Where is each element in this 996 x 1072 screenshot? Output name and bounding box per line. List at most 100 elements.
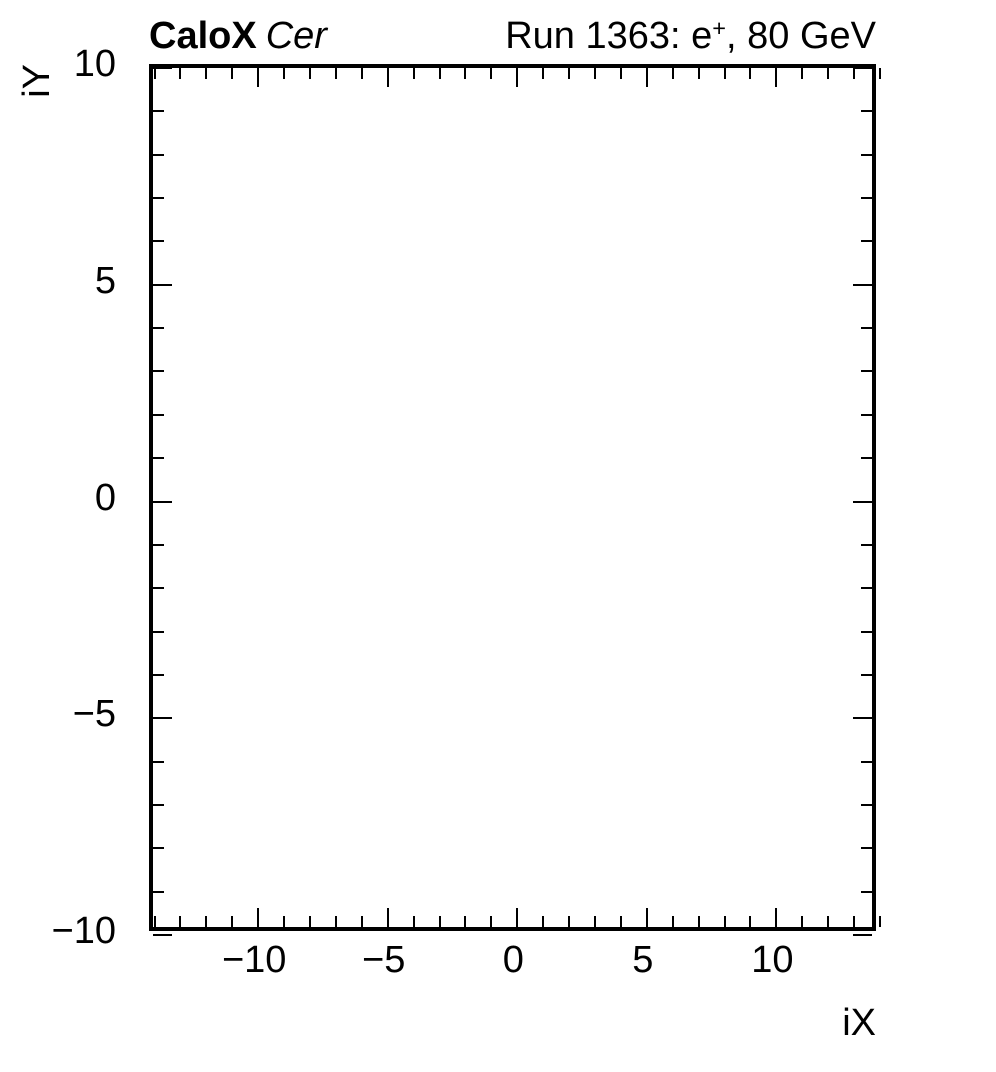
y-axis-tick xyxy=(853,717,872,720)
y-tick-label: 5 xyxy=(94,259,116,302)
x-axis-tick xyxy=(179,916,182,927)
run-info-prefix: Run 1363: e xyxy=(505,15,713,57)
y-axis-tick xyxy=(861,413,872,416)
x-axis-tick xyxy=(283,916,286,927)
y-axis-tick xyxy=(853,283,872,286)
x-axis-tick xyxy=(360,916,363,927)
x-axis-tick xyxy=(386,908,389,927)
x-axis-tick xyxy=(490,916,493,927)
y-axis-tick xyxy=(153,153,164,156)
y-tick-label: −10 xyxy=(51,910,116,952)
x-tick-label: 0 xyxy=(502,939,524,981)
x-tick-label: 10 xyxy=(751,939,794,981)
y-axis-tick xyxy=(861,153,872,156)
x-axis-tick xyxy=(645,908,648,927)
y-axis-tick xyxy=(861,890,872,893)
y-axis-tick xyxy=(153,67,172,69)
x-axis-tick xyxy=(438,916,441,927)
y-axis-tick xyxy=(153,803,164,806)
x-axis-tick xyxy=(697,916,700,927)
y-axis-tick xyxy=(153,283,172,286)
y-axis-tick xyxy=(861,587,872,590)
x-axis-title: iX xyxy=(842,1002,876,1044)
x-axis-tick xyxy=(309,68,311,79)
x-axis-tick xyxy=(231,68,234,79)
y-axis-tick xyxy=(153,717,172,720)
x-axis-tick xyxy=(542,916,545,927)
x-axis-tick xyxy=(568,916,571,927)
x-tick-label: 5 xyxy=(632,939,654,981)
y-axis-tick xyxy=(153,370,164,373)
plot-title: CaloX Cer xyxy=(149,14,327,58)
y-axis-tick xyxy=(153,673,164,676)
x-axis-tick xyxy=(231,916,234,927)
plot-data-area xyxy=(153,68,872,927)
y-axis-tick xyxy=(861,803,872,806)
y-axis-tick xyxy=(861,110,872,113)
y-axis-tick xyxy=(861,630,872,633)
y-axis-tick xyxy=(853,934,872,936)
y-axis-tick xyxy=(153,630,164,633)
x-axis-tick xyxy=(334,916,337,927)
x-axis-tick xyxy=(412,916,415,927)
x-axis-tick xyxy=(283,68,286,79)
x-axis-tick xyxy=(542,68,545,79)
y-axis-tick xyxy=(861,197,872,200)
x-axis-tick xyxy=(645,68,648,87)
x-axis-tick xyxy=(153,916,156,927)
y-axis-tick xyxy=(861,673,872,676)
y-tick-label: 0 xyxy=(94,476,116,519)
y-axis-tick xyxy=(153,847,164,850)
x-axis-tick xyxy=(697,68,700,79)
x-tick-label: −10 xyxy=(221,939,287,981)
x-axis-tick xyxy=(775,908,778,927)
y-axis-tick xyxy=(153,543,164,546)
x-axis-tick xyxy=(801,68,804,79)
y-axis-tick xyxy=(153,587,164,590)
x-axis-tick xyxy=(619,68,622,79)
x-axis-tick xyxy=(257,908,260,927)
x-axis-tick xyxy=(386,68,389,87)
y-axis-tick xyxy=(861,543,872,546)
x-axis-tick xyxy=(827,68,830,79)
x-axis-tick xyxy=(853,916,856,927)
y-axis-tick xyxy=(153,890,164,893)
y-axis-tick xyxy=(153,413,164,416)
run-info-label: Run 1363: e+, 80 GeV xyxy=(505,14,876,58)
run-info-suffix: , 80 GeV xyxy=(726,15,876,57)
x-axis-tick xyxy=(438,68,441,79)
plot-frame xyxy=(149,64,881,936)
y-axis-tick xyxy=(153,934,172,936)
y-tick-label: 10 xyxy=(73,43,116,85)
x-axis-tick xyxy=(205,68,208,79)
y-tick-label: −5 xyxy=(72,693,116,736)
y-axis-tick xyxy=(153,500,172,503)
x-axis-tick xyxy=(827,916,830,927)
x-axis-tick xyxy=(334,68,337,79)
y-axis-tick xyxy=(861,240,872,243)
y-axis-title: iY xyxy=(16,64,58,98)
y-axis-tick xyxy=(861,760,872,763)
x-axis-tick xyxy=(490,68,493,79)
x-axis-tick xyxy=(594,68,596,79)
subtitle-label: Cer xyxy=(265,15,327,57)
x-axis-tick xyxy=(671,916,674,927)
x-axis-tick xyxy=(879,916,881,927)
x-axis-tick xyxy=(671,68,674,79)
y-axis-tick xyxy=(153,197,164,200)
y-axis-tick xyxy=(153,240,164,243)
x-axis-tick xyxy=(749,916,752,927)
y-axis-tick xyxy=(861,457,872,460)
x-axis-tick xyxy=(464,68,467,79)
y-axis-tick xyxy=(861,370,872,373)
y-axis-tick xyxy=(153,327,164,330)
x-axis-tick xyxy=(723,916,726,927)
x-axis-tick xyxy=(153,68,156,79)
x-tick-label: −5 xyxy=(362,939,406,981)
brand-label: CaloX xyxy=(149,15,257,57)
y-axis-tick xyxy=(861,847,872,850)
x-axis-tick xyxy=(619,916,622,927)
x-axis-tick xyxy=(801,916,804,927)
x-axis-tick xyxy=(516,908,519,927)
